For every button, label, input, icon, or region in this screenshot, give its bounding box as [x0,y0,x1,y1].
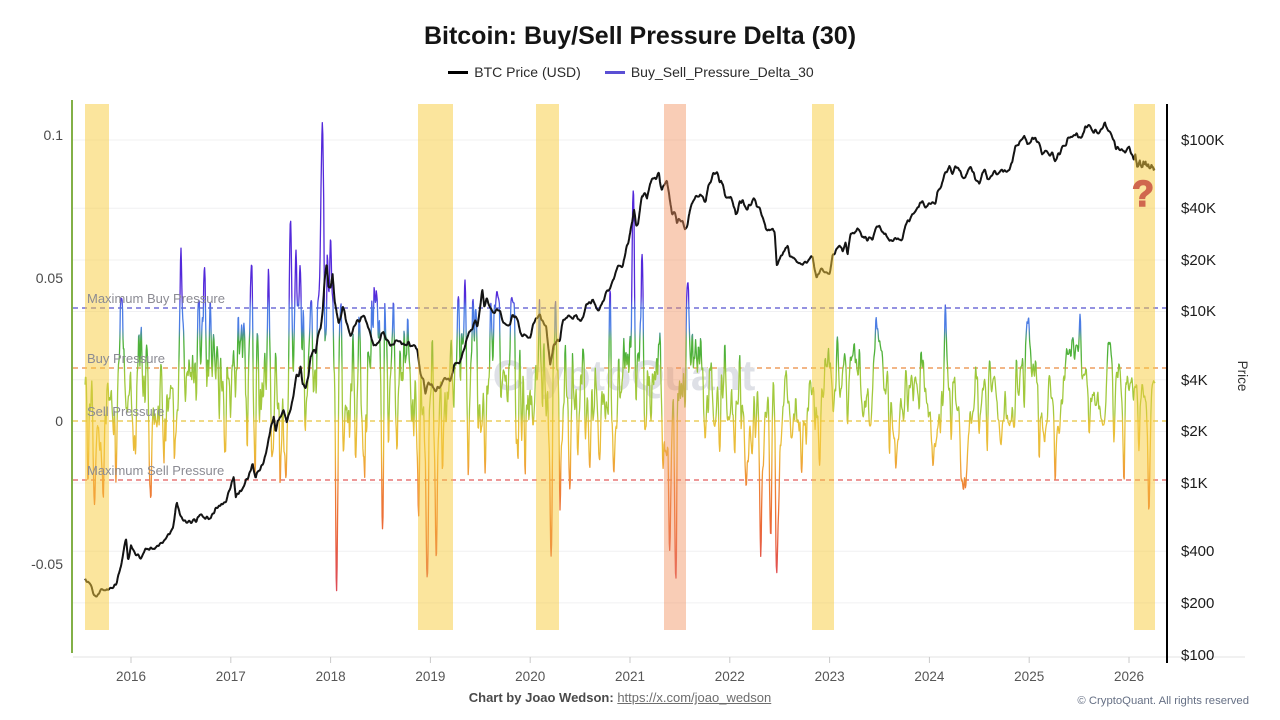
svg-text:Sell Pressure: Sell Pressure [87,404,164,419]
svg-text:$40K: $40K [1181,200,1216,217]
svg-text:0: 0 [55,413,63,429]
svg-text:2020: 2020 [515,669,545,684]
svg-text:0.1: 0.1 [44,127,64,143]
svg-text:?: ? [1132,173,1154,214]
svg-text:2016: 2016 [116,669,146,684]
svg-text:$100K: $100K [1181,132,1224,149]
svg-text:-0.05: -0.05 [31,556,63,572]
svg-text:2024: 2024 [914,669,945,684]
svg-text:$20K: $20K [1181,252,1216,269]
svg-text:2025: 2025 [1014,669,1044,684]
svg-text:Maximum Sell Pressure: Maximum Sell Pressure [87,463,224,478]
svg-text:Maximum Buy Pressure: Maximum Buy Pressure [87,291,225,306]
svg-text:$100: $100 [1181,647,1214,664]
svg-text:2017: 2017 [216,669,246,684]
svg-text:2019: 2019 [415,669,445,684]
svg-text:$1K: $1K [1181,475,1208,492]
svg-text:2022: 2022 [715,669,745,684]
svg-text:$4K: $4K [1181,372,1208,389]
svg-text:2023: 2023 [815,669,845,684]
svg-text:$200: $200 [1181,595,1214,612]
svg-text:2018: 2018 [316,669,346,684]
svg-text:$10K: $10K [1181,303,1216,320]
svg-text:Buy Pressure: Buy Pressure [87,351,165,366]
svg-text:0.05: 0.05 [36,270,63,286]
svg-text:2021: 2021 [615,669,645,684]
svg-text:Price: Price [1235,361,1250,392]
svg-text:2026: 2026 [1114,669,1144,684]
svg-text:$2K: $2K [1181,423,1208,440]
svg-text:$400: $400 [1181,543,1214,560]
